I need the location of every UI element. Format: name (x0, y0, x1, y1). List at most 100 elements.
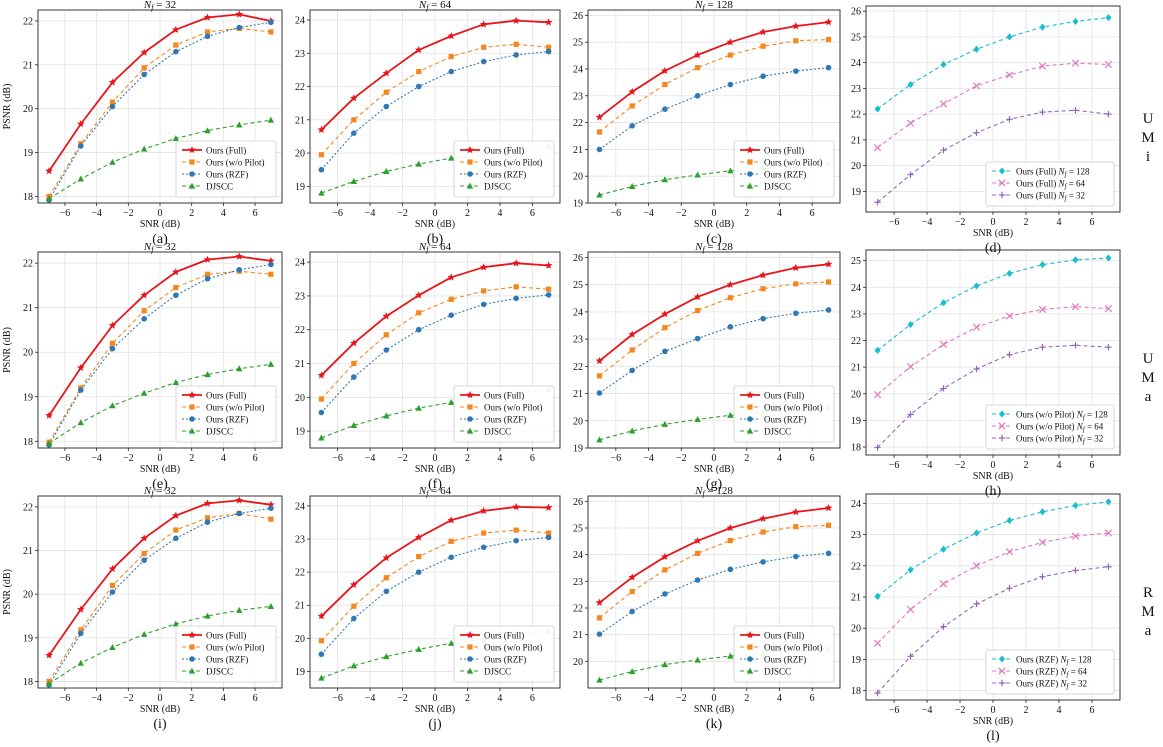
data-point (236, 121, 243, 128)
data-point (1039, 108, 1046, 116)
data-point (448, 538, 454, 544)
legend-box (175, 625, 277, 683)
data-point (726, 524, 735, 532)
x-tick-label: 0 (433, 693, 438, 704)
legend-label: Ours (Full) (764, 391, 804, 401)
data-point (825, 550, 832, 557)
data-point (1006, 516, 1013, 525)
legend-label-main: Ours (w/o Pilot) (1016, 422, 1077, 432)
data-point (907, 80, 914, 89)
legend-label-main: Ours (w/o Pilot) (1016, 410, 1077, 420)
data-point (693, 51, 702, 59)
data-point (596, 129, 603, 135)
legend-marker (466, 146, 474, 154)
data-point (45, 166, 53, 175)
data-point (1038, 538, 1047, 547)
y-tick-label: 24 (573, 550, 583, 561)
data-point (141, 308, 147, 314)
data-point (416, 553, 422, 560)
y-tick-label: 22 (851, 561, 861, 572)
legend-marker (188, 667, 196, 674)
data-point (693, 292, 702, 301)
data-point (1104, 304, 1113, 313)
legend-label-main: Ours (RZF) (1016, 655, 1061, 665)
series-line (48, 21, 271, 201)
data-point (203, 255, 212, 263)
legend-label: Ours (w/o Pilot) Nf = 32 (1016, 434, 1103, 446)
data-point (661, 66, 669, 75)
series-line (877, 532, 1109, 644)
legend-label-value: = 128 (1068, 655, 1092, 665)
x-tick-label: −2 (955, 460, 966, 471)
x-axis-label: SNR (dB) (694, 464, 734, 475)
data-point (235, 252, 244, 260)
legend-label-value: = 64 (1066, 179, 1085, 189)
series-line (48, 363, 271, 444)
data-point (874, 444, 881, 451)
panel-caption: (a) (152, 232, 168, 247)
data-point (173, 527, 179, 533)
legend-label: DJSCC (484, 182, 511, 192)
x-tick-label: −2 (955, 217, 966, 228)
title-subscript: f (151, 245, 155, 254)
series-line (877, 306, 1109, 396)
data-point (108, 321, 117, 329)
y-tick-label: 21 (851, 593, 861, 604)
data-point (351, 360, 357, 367)
y-tick-label: 20 (573, 416, 583, 427)
legend-label-value: = 32 (1066, 191, 1085, 201)
data-point (350, 94, 358, 102)
panel-caption: (b) (427, 232, 444, 247)
legend-symbol: N (1060, 679, 1068, 689)
x-tick-label: −2 (955, 705, 966, 716)
data-point (1072, 17, 1079, 26)
legend-marker (188, 391, 196, 399)
y-tick-label: 25 (851, 32, 861, 43)
data-point (595, 356, 604, 365)
series-line (320, 529, 549, 642)
data-point (595, 113, 604, 121)
panel-caption: (c) (706, 232, 722, 247)
data-point (204, 515, 211, 521)
series-line (599, 524, 829, 619)
data-point (1039, 508, 1046, 516)
legend-label: Ours (Full) (484, 146, 524, 156)
title-subscript: f (151, 3, 155, 12)
x-tick-label: 6 (253, 693, 258, 704)
data-point (940, 623, 947, 630)
x-tick-label: 6 (810, 453, 815, 464)
series-line (598, 21, 829, 118)
data-point (109, 345, 116, 352)
y-tick-label: 21 (851, 135, 861, 146)
y-tick-label: 21 (573, 630, 583, 641)
legend-marker (746, 146, 754, 154)
x-tick-label: 4 (1056, 705, 1061, 716)
legend-label: DJSCC (484, 667, 511, 677)
data-point (267, 360, 275, 367)
panel-caption: (h) (985, 484, 1002, 499)
title-value: = 32 (153, 485, 176, 497)
x-tick-label: −2 (397, 453, 408, 464)
y-tick-label: 19 (23, 392, 33, 403)
series-line (320, 19, 549, 131)
x-tick-label: −4 (91, 453, 102, 464)
panel-title: Nf = 128 (694, 241, 733, 254)
x-tick-label: −2 (123, 208, 134, 219)
y-tick-label: 24 (573, 64, 583, 75)
data-point (45, 411, 53, 419)
row-label-umi: U M i (1138, 110, 1158, 167)
data-point (513, 295, 519, 302)
legend-marker (188, 631, 196, 639)
y-tick-label: 26 (573, 253, 583, 264)
y-tick-label: 20 (295, 149, 305, 160)
data-point (825, 36, 832, 43)
y-tick-label: 22 (23, 16, 33, 27)
title-value: = 64 (428, 0, 451, 11)
data-point (793, 38, 799, 44)
data-point (973, 282, 980, 290)
title-subscript: f (702, 489, 706, 498)
y-tick-label: 24 (851, 499, 861, 510)
